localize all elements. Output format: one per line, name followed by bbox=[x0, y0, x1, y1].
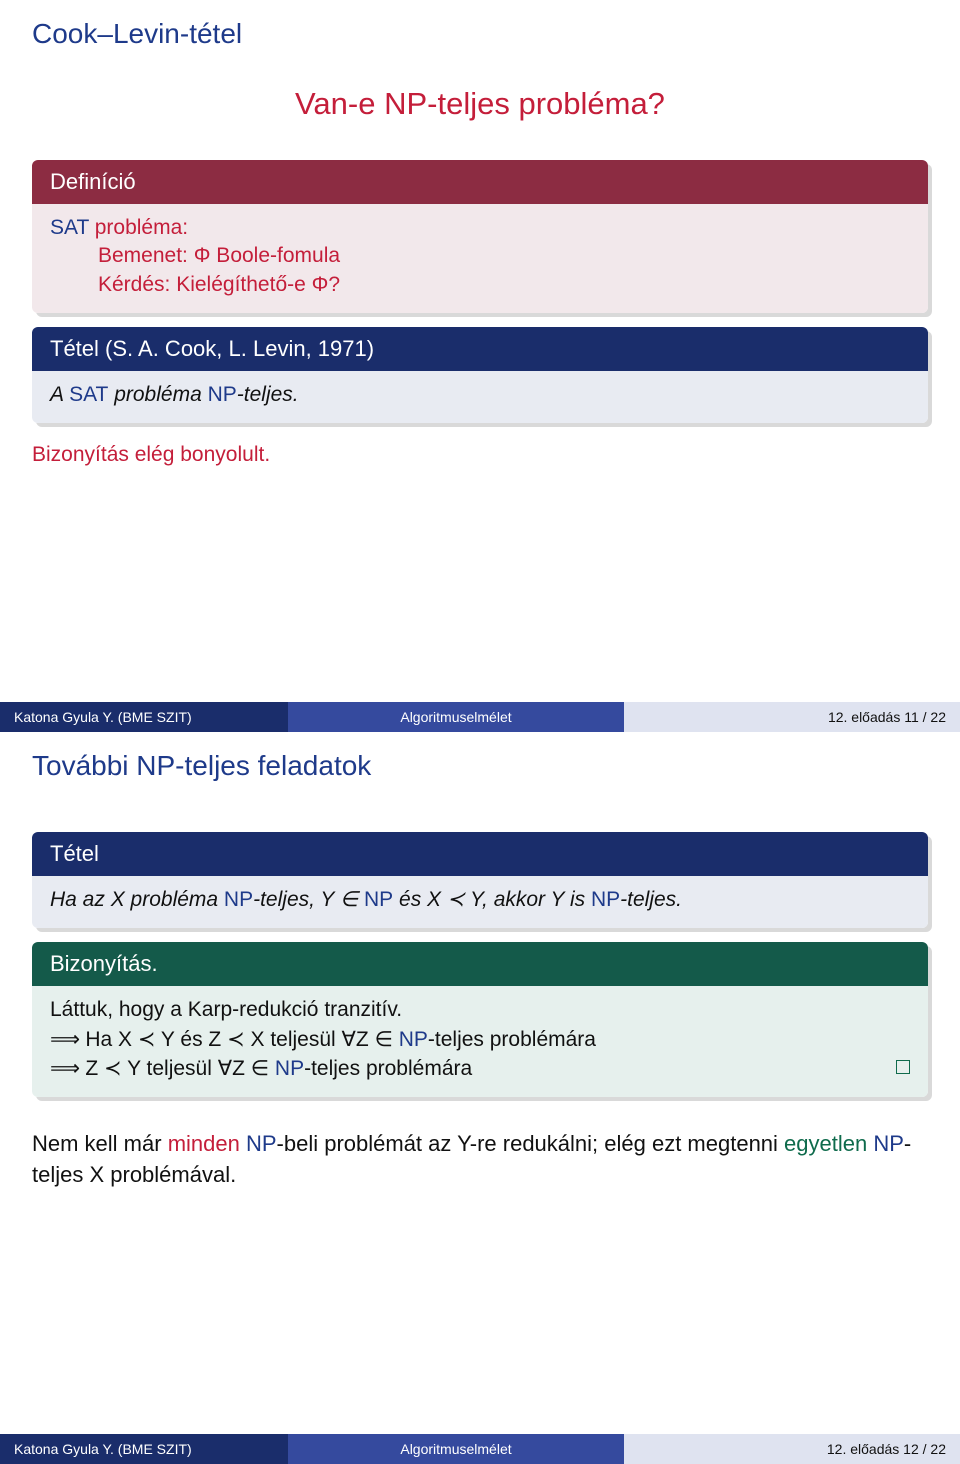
thm-text-c: -teljes. bbox=[237, 383, 299, 406]
np-kw-7: NP bbox=[873, 1131, 904, 1156]
section-title-2: További NP-teljes feladatok bbox=[0, 732, 960, 822]
def-kerdes: Kérdés: Kielégíthető-e Φ? bbox=[50, 271, 910, 299]
footer-author: Katona Gyula Y. (BME SZIT) bbox=[0, 702, 288, 732]
thm2-d: -teljes. bbox=[620, 888, 682, 911]
theorem-body: A SAT probléma NP-teljes. bbox=[32, 371, 928, 423]
thm-text-b: probléma bbox=[108, 383, 207, 406]
conc-minden: minden bbox=[168, 1131, 240, 1156]
footer-author-2: Katona Gyula Y. (BME SZIT) bbox=[0, 1434, 288, 1464]
proof-body: Láttuk, hogy a Karp-redukció tranzitív. … bbox=[32, 986, 928, 1097]
footer-page: 12. előadás 11 / 22 bbox=[624, 702, 960, 732]
def-bemenet: Bemenet: Φ Boole-fomula bbox=[50, 242, 910, 270]
definition-body: SAT probléma: Bemenet: Φ Boole-fomula Ké… bbox=[32, 204, 928, 313]
qed-box bbox=[896, 1060, 910, 1074]
pl2-b: -teljes problémára bbox=[428, 1028, 596, 1051]
conc-a: Nem kell már bbox=[32, 1131, 168, 1156]
implies-arrow-2: ⟹ bbox=[50, 1056, 85, 1080]
np-keyword: NP bbox=[208, 383, 237, 406]
definition-header: Definíció bbox=[32, 160, 928, 204]
thm2-b: -teljes, Y ∈ bbox=[253, 888, 364, 911]
sat-keyword: SAT bbox=[50, 216, 89, 239]
slide-2: További NP-teljes feladatok Tétel Ha az … bbox=[0, 732, 960, 1464]
theorem-header: Tétel (S. A. Cook, L. Levin, 1971) bbox=[32, 327, 928, 371]
np-kw-4: NP bbox=[399, 1028, 428, 1051]
proof-note: Bizonyítás elég bonyolult. bbox=[0, 437, 960, 473]
conc-c: -beli problémát az Y-re redukálni; elég … bbox=[277, 1131, 785, 1156]
slide-1: Cook–Levin-tétel Van-e NP-teljes problém… bbox=[0, 0, 960, 732]
center-question: Van-e NP-teljes probléma? bbox=[0, 58, 960, 150]
pl2-a: Ha X ≺ Y és Z ≺ X teljesül ∀Z ∈ bbox=[85, 1028, 398, 1051]
np-kw-5: NP bbox=[275, 1057, 304, 1080]
proof-line-2: ⟹ Ha X ≺ Y és Z ≺ X teljesül ∀Z ∈ NP-tel… bbox=[50, 1025, 910, 1054]
conclusion: Nem kell már minden NP-beli problémát az… bbox=[0, 1111, 960, 1197]
np-kw-2: NP bbox=[364, 888, 393, 911]
def-line1: probléma: bbox=[89, 216, 188, 239]
slide-footer-2: Katona Gyula Y. (BME SZIT) Algoritmuselm… bbox=[0, 1434, 960, 1464]
slide-footer: Katona Gyula Y. (BME SZIT) Algoritmuselm… bbox=[0, 702, 960, 732]
footer-course-2: Algoritmuselmélet bbox=[288, 1434, 624, 1464]
thm2-a: Ha az X probléma bbox=[50, 888, 224, 911]
theorem-block-2: Tétel Ha az X probléma NP-teljes, Y ∈ NP… bbox=[32, 832, 928, 928]
thm-text-a: A bbox=[50, 383, 69, 406]
sat-keyword-2: SAT bbox=[69, 383, 108, 406]
np-kw-6: NP bbox=[246, 1131, 277, 1156]
np-kw-3: NP bbox=[591, 888, 620, 911]
thm2-c: és X ≺ Y, akkor Y is bbox=[393, 888, 591, 911]
theorem-header-2: Tétel bbox=[32, 832, 928, 876]
implies-arrow-1: ⟹ bbox=[50, 1027, 85, 1051]
proof-line-1: Láttuk, hogy a Karp-redukció tranzitív. bbox=[50, 996, 910, 1024]
theorem-block: Tétel (S. A. Cook, L. Levin, 1971) A SAT… bbox=[32, 327, 928, 423]
proof-header: Bizonyítás. bbox=[32, 942, 928, 986]
pl3-a: Z ≺ Y teljesül ∀Z ∈ bbox=[85, 1057, 275, 1080]
proof-block: Bizonyítás. Láttuk, hogy a Karp-redukció… bbox=[32, 942, 928, 1097]
proof-line-3: ⟹ Z ≺ Y teljesül ∀Z ∈ NP-teljes problémá… bbox=[50, 1054, 910, 1083]
footer-page-2: 12. előadás 12 / 22 bbox=[624, 1434, 960, 1464]
footer-course: Algoritmuselmélet bbox=[288, 702, 624, 732]
conc-egyetlen: egyetlen bbox=[784, 1131, 867, 1156]
pl3-b: -teljes problémára bbox=[304, 1057, 472, 1080]
np-kw-1: NP bbox=[224, 888, 253, 911]
theorem-body-2: Ha az X probléma NP-teljes, Y ∈ NP és X … bbox=[32, 876, 928, 928]
definition-block: Definíció SAT probléma: Bemenet: Φ Boole… bbox=[32, 160, 928, 313]
section-title: Cook–Levin-tétel bbox=[0, 0, 960, 58]
